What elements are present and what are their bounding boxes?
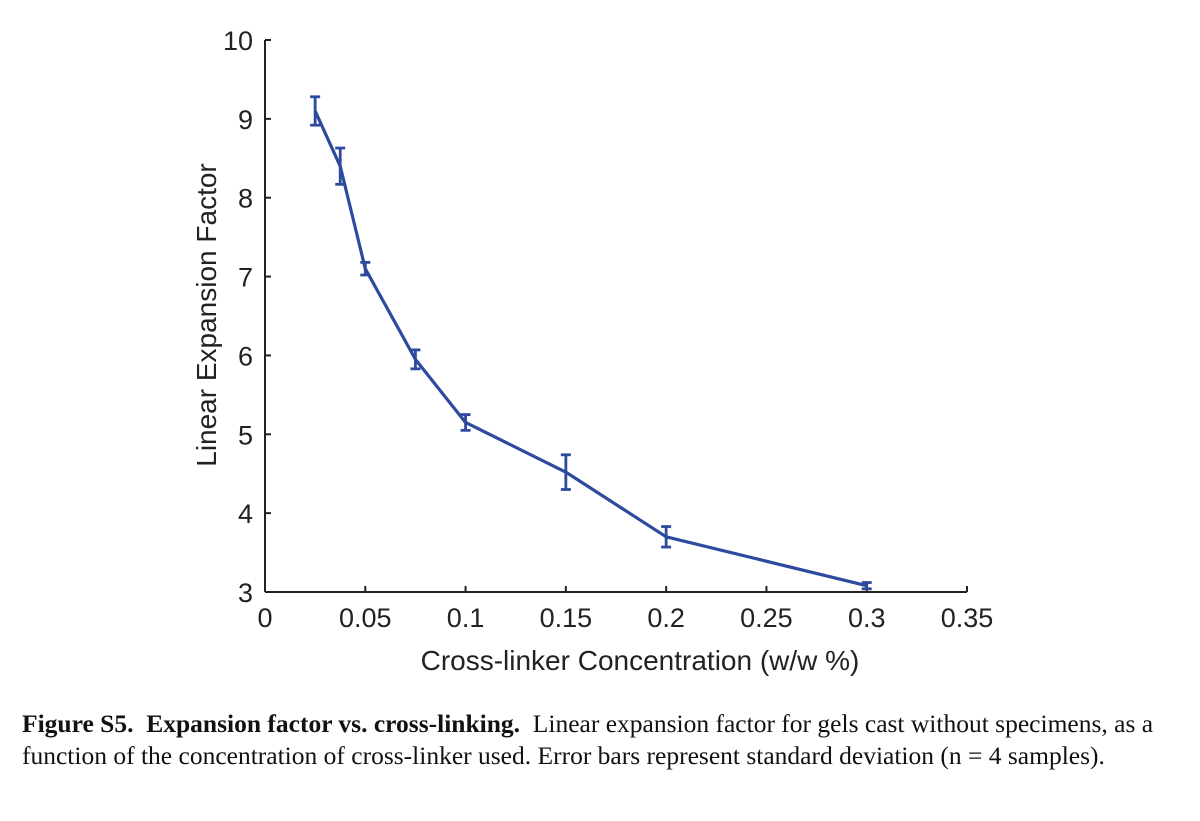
- y-tick-label: 6: [238, 341, 253, 371]
- x-tick-label: 0.05: [339, 603, 392, 633]
- error-bar: [335, 146, 346, 186]
- x-tick-label: 0.2: [647, 603, 685, 633]
- x-axis-label: Cross-linker Concentration (w/w %): [421, 645, 860, 676]
- y-axis-label: Linear Expansion Factor: [191, 163, 222, 467]
- x-axis-ticks: 0 0.05 0.1 0.15 0.2 0.25 0.3 0.35: [257, 586, 993, 633]
- x-tick-label: 0.25: [740, 603, 793, 633]
- y-axis-ticks: 3 4 5 6 7 8 9 10: [223, 26, 271, 608]
- series-line: [313, 110, 868, 588]
- x-tick-label: 0.15: [540, 603, 593, 633]
- error-bar: [460, 413, 471, 432]
- x-tick-label: 0.35: [941, 603, 994, 633]
- caption-heading: Expansion factor vs. cross-linking.: [146, 709, 521, 738]
- x-tick-label: 0.3: [848, 603, 886, 633]
- error-bar: [861, 581, 872, 591]
- y-tick-label: 8: [238, 184, 253, 214]
- error-bar: [661, 525, 672, 549]
- error-bar: [310, 95, 321, 127]
- x-tick-label: 0.1: [447, 603, 485, 633]
- x-tick-label: 0: [257, 603, 272, 633]
- expansion-factor-chart: 0 0.05 0.1 0.15 0.2 0.25 0.3 0.35 3 4 5 6 7 8 9 10 Cro…: [191, 26, 993, 676]
- y-tick-label: 10: [223, 26, 253, 56]
- axes: [264, 40, 967, 593]
- y-tick-label: 3: [238, 578, 253, 608]
- y-tick-label: 4: [238, 499, 253, 529]
- y-tick-label: 5: [238, 420, 253, 450]
- error-bar: [560, 453, 571, 491]
- y-tick-label: 9: [238, 105, 253, 135]
- figure-caption: Figure S5. Expansion factor vs. cross-li…: [22, 708, 1182, 772]
- error-bar: [360, 260, 371, 277]
- error-bar: [410, 348, 421, 371]
- y-tick-label: 7: [238, 263, 253, 293]
- data-series: [310, 95, 872, 591]
- caption-label: Figure S5.: [22, 709, 134, 738]
- caption-text: Linear expansion factor for gels cast wi…: [22, 709, 1154, 770]
